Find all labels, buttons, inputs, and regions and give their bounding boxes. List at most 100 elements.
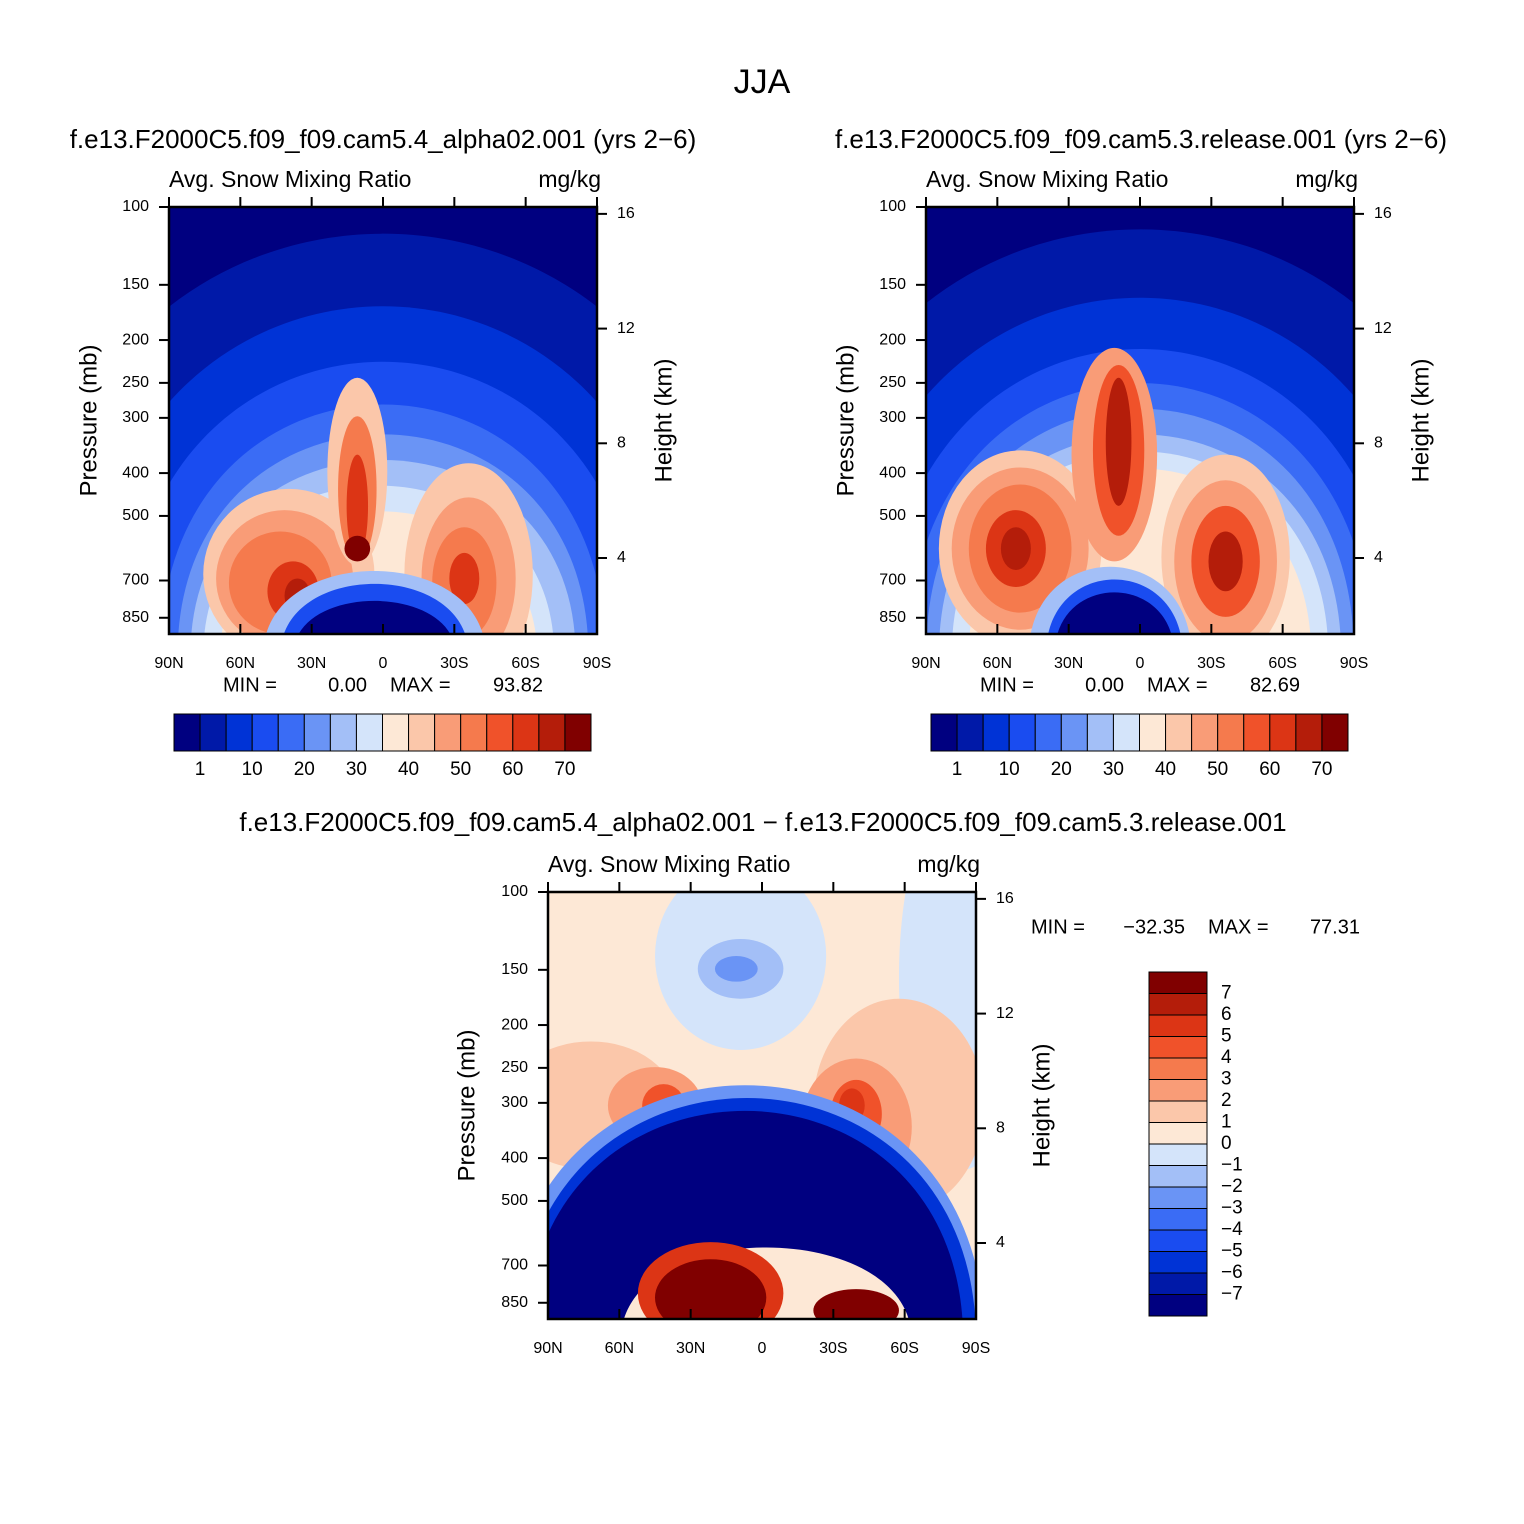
contour-fill bbox=[714, 956, 758, 982]
colorbar-box bbox=[1148, 1229, 1208, 1252]
panel-title: f.e13.F2000C5.f09_f09.cam5.4_alpha02.001… bbox=[239, 807, 1286, 837]
colorbar-box bbox=[1112, 713, 1140, 752]
y-tick-label: 400 bbox=[501, 1149, 528, 1166]
colorbar-box bbox=[930, 713, 958, 752]
y2-tick-label: 4 bbox=[1374, 549, 1383, 566]
colorbar-box bbox=[1243, 713, 1271, 752]
y-tick-label: 150 bbox=[122, 276, 149, 293]
stat-value: 0.00 bbox=[328, 674, 367, 696]
colorbar-box bbox=[1034, 713, 1062, 752]
colorbar-box bbox=[173, 713, 201, 752]
y2-tick-label: 16 bbox=[617, 205, 635, 222]
y-tick-label: 250 bbox=[501, 1059, 528, 1076]
colorbar-box bbox=[1269, 713, 1297, 752]
x-tick-label: 90S bbox=[962, 1340, 990, 1357]
colorbar-box bbox=[225, 713, 253, 752]
x-tick-label: 90N bbox=[911, 655, 940, 672]
colorbar-label: 0 bbox=[1221, 1133, 1232, 1154]
subtitle-left: Avg. Snow Mixing Ratio bbox=[169, 166, 411, 192]
colorbar-label: 40 bbox=[1155, 759, 1176, 780]
y2-axis-label: Height (km) bbox=[1028, 1043, 1055, 1167]
x-tick-label: 60S bbox=[890, 1340, 918, 1357]
y-tick-label: 500 bbox=[122, 507, 149, 524]
colorbar-label: 50 bbox=[450, 759, 471, 780]
stat-value: 77.31 bbox=[1310, 916, 1360, 938]
x-tick-label: 30N bbox=[1054, 655, 1083, 672]
contour-fill bbox=[344, 535, 371, 562]
y2-tick-label: 12 bbox=[1374, 320, 1392, 337]
y-tick-label: 200 bbox=[879, 331, 906, 348]
y-tick-label: 100 bbox=[501, 883, 528, 900]
colorbar-box bbox=[1191, 713, 1219, 752]
colorbar-label: 70 bbox=[1311, 759, 1332, 780]
contour-fill bbox=[655, 1259, 767, 1319]
colorbar-label: 10 bbox=[999, 759, 1020, 780]
colorbar-label: 1 bbox=[952, 759, 963, 780]
colorbar-box bbox=[1148, 1208, 1208, 1231]
y-tick-label: 150 bbox=[501, 961, 528, 978]
colorbar-box bbox=[1008, 713, 1036, 752]
y-tick-label: 300 bbox=[122, 409, 149, 426]
contour-fill bbox=[813, 1289, 899, 1319]
y-tick-label: 250 bbox=[879, 374, 906, 391]
colorbar-label: 3 bbox=[1221, 1069, 1232, 1090]
subtitle-right: mg/kg bbox=[1295, 166, 1358, 192]
stat-value: 82.69 bbox=[1250, 674, 1300, 696]
colorbar-box bbox=[1148, 1186, 1208, 1209]
stat-label: MAX = bbox=[390, 674, 451, 696]
colorbar-label: 50 bbox=[1207, 759, 1228, 780]
colorbar-label: 2 bbox=[1221, 1090, 1232, 1111]
colorbar-box bbox=[303, 713, 331, 752]
stat-label: MIN = bbox=[223, 674, 277, 696]
colorbar-label: 60 bbox=[1259, 759, 1280, 780]
x-tick-label: 30S bbox=[440, 655, 468, 672]
x-tick-label: 0 bbox=[758, 1340, 767, 1357]
colorbar-label: −2 bbox=[1221, 1176, 1243, 1197]
x-tick-label: 90N bbox=[154, 655, 183, 672]
contour-fill bbox=[1000, 527, 1031, 570]
contour-fill bbox=[1208, 531, 1243, 592]
colorbar-box bbox=[1321, 713, 1349, 752]
x-tick-label: 60S bbox=[511, 655, 539, 672]
stat-value: −32.35 bbox=[1123, 916, 1185, 938]
y-tick-label: 500 bbox=[501, 1192, 528, 1209]
colorbar-box bbox=[1217, 713, 1245, 752]
panel-title: f.e13.F2000C5.f09_f09.cam5.4_alpha02.001… bbox=[70, 124, 697, 154]
contour-fill bbox=[1105, 377, 1132, 506]
colorbar-label: 5 bbox=[1221, 1026, 1232, 1047]
x-tick-label: 30N bbox=[676, 1340, 705, 1357]
colorbar-box bbox=[564, 713, 592, 752]
y2-axis-label: Height (km) bbox=[650, 358, 677, 482]
subtitle-left: Avg. Snow Mixing Ratio bbox=[926, 166, 1168, 192]
y2-tick-label: 4 bbox=[617, 549, 626, 566]
y2-tick-label: 8 bbox=[996, 1120, 1005, 1137]
colorbar-box bbox=[408, 713, 436, 752]
y-tick-label: 250 bbox=[122, 374, 149, 391]
stat-value: 0.00 bbox=[1085, 674, 1124, 696]
contour-fill bbox=[346, 454, 369, 558]
y-axis-label: Pressure (mb) bbox=[832, 344, 859, 496]
subtitle-right: mg/kg bbox=[538, 166, 601, 192]
colorbar-box bbox=[460, 713, 488, 752]
colorbar-box bbox=[251, 713, 279, 752]
y2-axis-label: Height (km) bbox=[1407, 358, 1434, 482]
x-tick-label: 90N bbox=[533, 1340, 562, 1357]
colorbar-label: −5 bbox=[1221, 1241, 1243, 1262]
colorbar-label: 4 bbox=[1221, 1047, 1232, 1068]
x-tick-label: 90S bbox=[1340, 655, 1368, 672]
colorbar-box bbox=[1148, 1036, 1208, 1059]
colorbar-box bbox=[1148, 1014, 1208, 1037]
colorbar-label: 70 bbox=[554, 759, 575, 780]
contour-field bbox=[548, 892, 976, 1319]
colorbar-box bbox=[1148, 971, 1208, 994]
colorbar-label: −6 bbox=[1221, 1262, 1243, 1283]
colorbar-label: 40 bbox=[398, 759, 419, 780]
colorbar-box bbox=[1165, 713, 1193, 752]
colorbar-label: −4 bbox=[1221, 1219, 1243, 1240]
y-axis-label: Pressure (mb) bbox=[453, 1029, 480, 1181]
y-axis-label: Pressure (mb) bbox=[75, 344, 102, 496]
y-tick-label: 850 bbox=[122, 609, 149, 626]
y2-tick-label: 8 bbox=[1374, 435, 1383, 452]
y2-tick-label: 4 bbox=[996, 1234, 1005, 1251]
y2-tick-label: 12 bbox=[996, 1005, 1014, 1022]
